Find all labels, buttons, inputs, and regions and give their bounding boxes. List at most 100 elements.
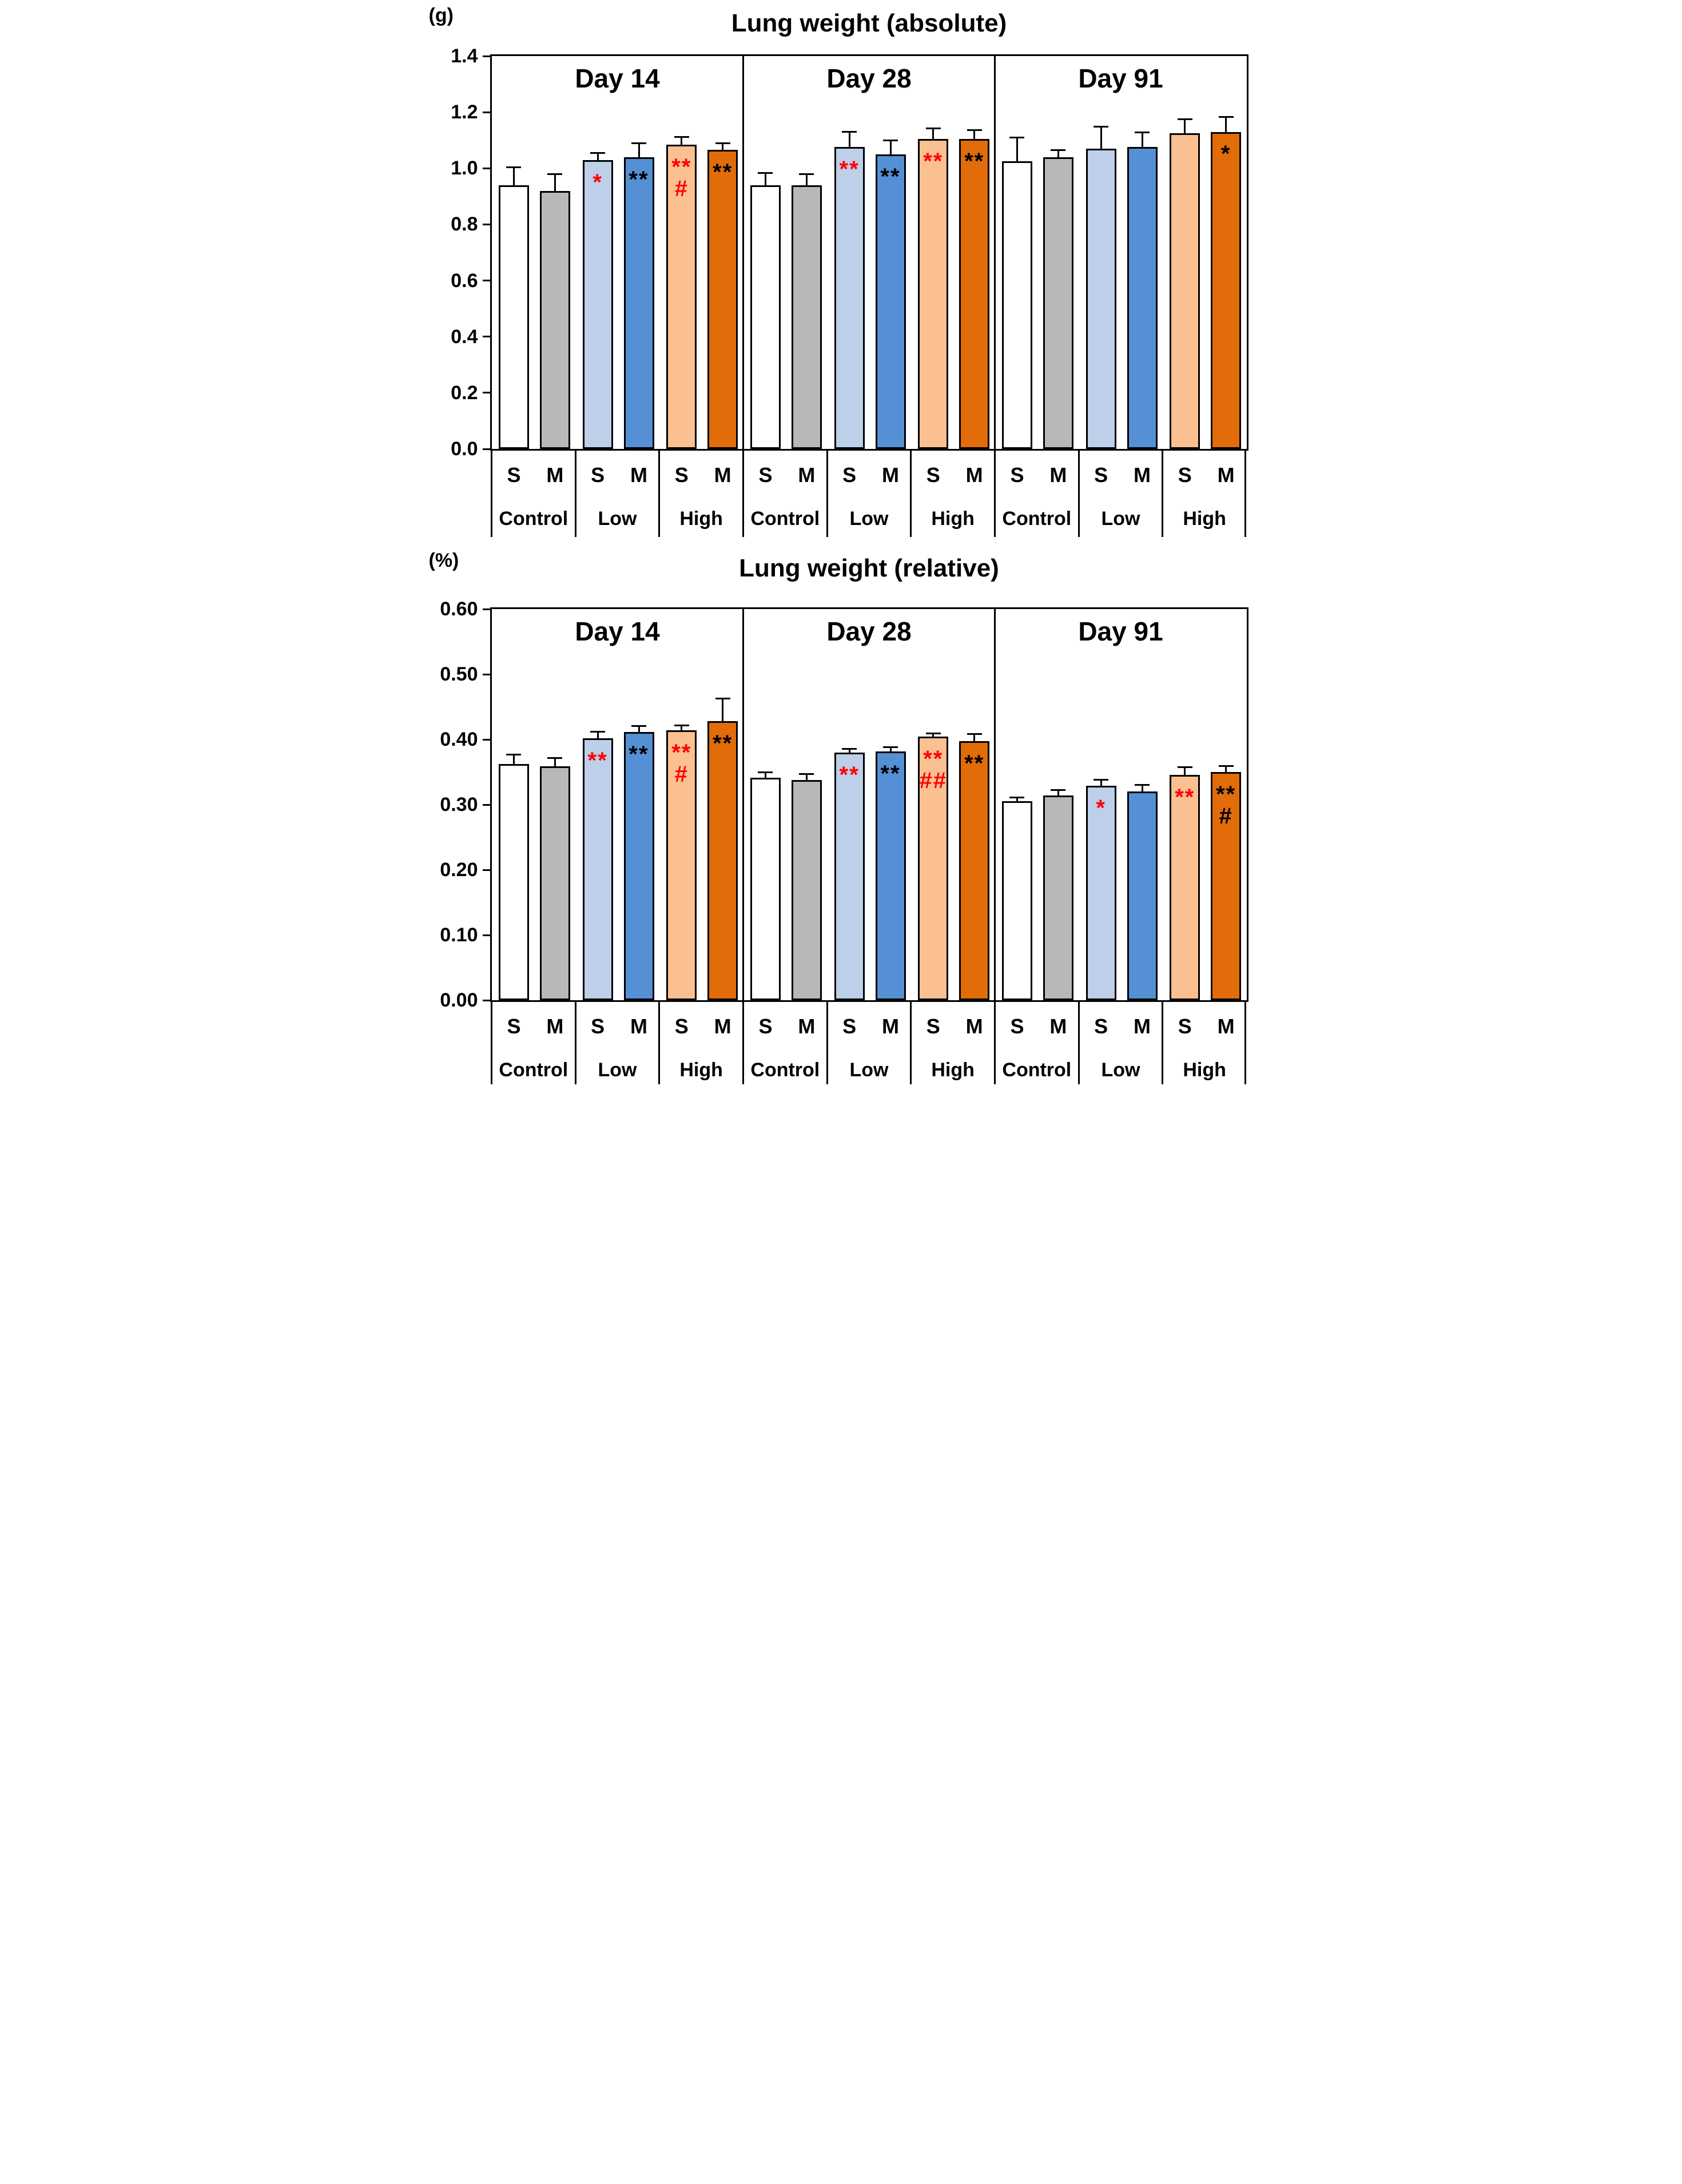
sig-marks: ** xyxy=(699,732,746,755)
bar xyxy=(1001,161,1032,449)
x-bar-label: S xyxy=(674,1015,689,1038)
sig-line: ** xyxy=(923,148,944,174)
y-tick-mark xyxy=(482,55,490,57)
axis-separator xyxy=(491,449,492,537)
bar xyxy=(1127,147,1158,449)
x-bar-label: M xyxy=(965,463,983,487)
axis-separator xyxy=(994,449,996,537)
sig-marks: * xyxy=(575,171,621,194)
y-tick-label: 0.60 xyxy=(440,598,478,620)
axis-separator xyxy=(1077,1001,1080,1084)
x-bar-label: M xyxy=(714,1015,731,1038)
bar xyxy=(666,730,697,1000)
sig-marks: ** # xyxy=(1203,783,1249,829)
sig-line: ** xyxy=(671,154,692,180)
error-bar xyxy=(805,174,808,186)
bar xyxy=(707,150,738,449)
error-cap xyxy=(1009,797,1025,799)
bar xyxy=(875,751,906,1000)
axis-separator xyxy=(1244,1001,1246,1084)
error-cap xyxy=(883,746,898,748)
error-cap xyxy=(1218,116,1234,118)
sig-marks: ** ## xyxy=(910,747,956,794)
error-cap xyxy=(631,725,646,727)
error-cap xyxy=(631,142,646,145)
axis-separator xyxy=(826,1001,828,1084)
x-bar-label: M xyxy=(798,1015,816,1038)
sig-marks: ** xyxy=(1162,786,1208,809)
bar xyxy=(791,185,822,449)
axis-separator xyxy=(574,449,576,537)
error-bar xyxy=(1057,789,1059,797)
y-tick-mark xyxy=(482,111,490,113)
sig-line: ** xyxy=(880,761,901,786)
error-cap xyxy=(842,131,857,133)
sig-line: # xyxy=(1219,803,1233,829)
sig-line: ** xyxy=(587,747,608,773)
x-group-label: Control xyxy=(499,508,568,530)
error-bar xyxy=(1141,784,1143,793)
sig-marks: ** xyxy=(575,747,621,773)
bar xyxy=(1001,801,1032,1000)
bar xyxy=(750,778,781,1000)
error-bar xyxy=(638,143,640,158)
x-bar-label: S xyxy=(1178,1015,1192,1038)
panel-divider xyxy=(742,56,744,449)
error-bar xyxy=(554,757,556,767)
x-bar-label: M xyxy=(1049,1015,1067,1038)
error-cap xyxy=(758,172,773,174)
error-cap xyxy=(715,698,730,700)
error-bar xyxy=(848,132,850,149)
y-tick-mark xyxy=(482,336,490,338)
axis-separator xyxy=(491,1001,492,1084)
x-bar-label: S xyxy=(674,463,689,487)
bar xyxy=(875,154,906,449)
error-cap xyxy=(1135,131,1150,133)
bar xyxy=(1211,132,1242,449)
bar xyxy=(750,185,781,449)
panel-label: Day 14 xyxy=(575,616,660,646)
x-group-label: High xyxy=(1183,1059,1226,1081)
y-axis-unit-label: (%) xyxy=(428,550,459,571)
x-bar-label: S xyxy=(758,1015,773,1038)
axis-separator xyxy=(742,449,744,537)
error-cap xyxy=(967,129,982,132)
sig-line: * xyxy=(1096,795,1106,821)
x-bar-label: S xyxy=(1010,463,1024,487)
error-cap xyxy=(1094,778,1109,781)
y-tick-mark xyxy=(482,934,490,936)
x-bar-label: M xyxy=(1217,463,1235,487)
error-bar xyxy=(722,698,724,723)
error-cap xyxy=(1177,118,1192,121)
sig-line: ** xyxy=(839,762,860,787)
x-group-label: Low xyxy=(598,1059,637,1081)
x-bar-label: M xyxy=(965,1015,983,1038)
bar xyxy=(498,764,529,1000)
x-group-label: High xyxy=(679,508,723,530)
y-tick-label: 0.8 xyxy=(451,213,478,236)
error-cap xyxy=(547,757,563,759)
sig-marks: ** xyxy=(868,761,914,786)
x-bar-label: S xyxy=(591,1015,605,1038)
y-tick-label: 0.50 xyxy=(440,663,478,685)
error-bar xyxy=(1225,765,1227,773)
error-cap xyxy=(1135,783,1150,786)
sig-line: ** xyxy=(713,160,733,185)
sig-marks: ** xyxy=(616,168,662,191)
sig-line: ## xyxy=(919,768,948,794)
sig-line: ** xyxy=(671,740,692,766)
figure-lung-weight: (g) Lung weight (absolute) Day 14 Day 28 D… xyxy=(420,0,1262,1092)
sig-marks: ** xyxy=(699,160,746,185)
x-bar-label: S xyxy=(1094,1015,1108,1038)
bar xyxy=(834,752,865,1000)
x-bar-label: M xyxy=(798,463,816,487)
axis-separator xyxy=(994,1001,996,1084)
error-bar xyxy=(932,733,935,738)
x-group-label: High xyxy=(931,508,975,530)
error-cap xyxy=(925,128,941,130)
y-axis-unit-label: (g) xyxy=(428,5,454,26)
error-bar xyxy=(973,733,976,743)
x-group-label: Control xyxy=(1002,1059,1072,1081)
error-bar xyxy=(1100,126,1102,150)
error-bar xyxy=(512,754,515,766)
